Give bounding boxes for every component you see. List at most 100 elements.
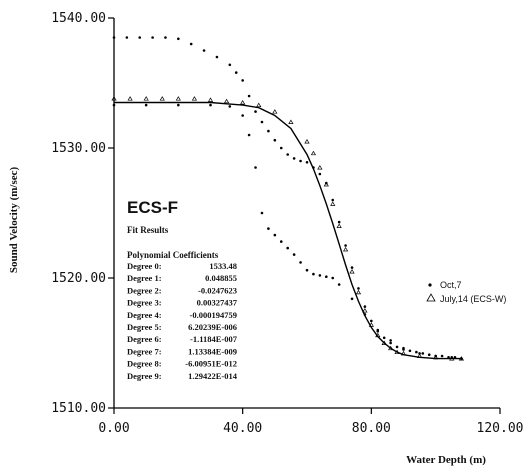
coefficient-value: 0.00327437 [197, 298, 238, 308]
series-2-point [273, 233, 277, 237]
series-0-point [286, 153, 290, 156]
series-1-point [111, 96, 117, 101]
series-2-point [434, 354, 437, 358]
series-1-point [336, 223, 342, 228]
coefficient-value: -6.00951E-012 [185, 359, 237, 369]
series-1-point [323, 181, 329, 187]
coefficient-value: 1533.48 [209, 261, 237, 271]
series-2-point [402, 346, 405, 350]
y-tick-label: 1520.00 [51, 271, 106, 286]
coefficient-value: 6.20239E-006 [188, 322, 237, 332]
chart-subtitle: Fit Results [127, 225, 169, 235]
series-0-point [241, 79, 244, 82]
data-marks [111, 36, 465, 361]
series-1-point [310, 150, 317, 156]
coefficients-heading: Polynomial Coefficients [127, 250, 219, 260]
series-1-point [342, 246, 349, 252]
coefficient-value: 0.048855 [205, 273, 237, 283]
ticks: 0.00 40.00 80.00 120.00 1510.00 1520.00 1530.0… [51, 11, 523, 436]
series-2-point [292, 253, 296, 256]
series-1-point [143, 96, 149, 101]
coefficient-label: Degree 6: [127, 334, 162, 344]
coefficient-label: Degree 2: [127, 285, 162, 295]
series-2-point [299, 261, 302, 264]
series-2-point [144, 103, 148, 107]
series-0-point [234, 71, 238, 74]
x-tick-label: 80.00 [352, 421, 391, 436]
coefficient-label: Degree 7: [127, 346, 162, 356]
chart-title: ECS-F [127, 198, 178, 217]
coefficient-value: 1.29422E-014 [188, 371, 238, 381]
y-axis-label: Sound Velocity (m/sec) [8, 166, 20, 273]
coefficient-label: Degree 5: [127, 322, 162, 332]
series-1-point [159, 96, 165, 101]
legend-label-july: July,14 (ECS-W) [440, 294, 506, 304]
series-0-point [215, 55, 219, 59]
legend-marker-oct [428, 283, 432, 287]
series-2-point [279, 240, 283, 243]
series-1-point [272, 109, 278, 114]
series-0-point [112, 36, 116, 39]
series-0-point [363, 305, 367, 308]
y-tick-label: 1530.00 [51, 141, 106, 156]
series-0-point [292, 157, 296, 160]
coefficient-value: 1.13384E-009 [188, 346, 237, 356]
legend-label-oct: Oct,7 [440, 280, 462, 290]
series-2-point [312, 272, 315, 276]
coefficient-label: Degree 8: [127, 359, 162, 369]
series-2-point [389, 339, 392, 342]
y-tick-label: 1540.00 [51, 11, 106, 26]
series-0-point [202, 49, 206, 52]
series-2-point [305, 268, 309, 272]
series-0-point [228, 63, 232, 67]
series-0-point [189, 42, 193, 46]
series-0-point [357, 287, 360, 290]
coefficient-label: Degree 0: [127, 261, 162, 271]
series-0-point [415, 350, 418, 354]
series-0-point [138, 36, 142, 39]
series-2-point [241, 114, 244, 117]
series-1-point [288, 119, 294, 124]
series-1-point [304, 139, 310, 144]
series-2-point [247, 133, 251, 137]
series-1-point [240, 100, 246, 105]
series-0-point [305, 161, 309, 164]
series-0-point [337, 220, 341, 224]
coefficients-list: Degree 0: 1533.48 Degree 1: 0.048855 Degree … [127, 261, 238, 381]
series-2-point [209, 103, 212, 107]
series-0-point [350, 266, 354, 269]
series-2-point [260, 211, 264, 215]
series-0-point [331, 198, 335, 202]
x-axis-label: Water Depth (m) [406, 454, 486, 466]
series-1-point [362, 308, 368, 313]
series-1-point [127, 96, 133, 101]
series-1-point [207, 97, 214, 102]
series-2-point [228, 105, 232, 108]
series-0-point [177, 37, 180, 41]
series-2-point [376, 328, 380, 332]
series-0-point [260, 120, 264, 124]
series-1-point [349, 269, 355, 274]
series-0-point [395, 345, 399, 349]
series-2-point [331, 276, 335, 280]
coefficient-value: -0.0247623 [198, 285, 237, 295]
series-2-point [286, 246, 290, 250]
series-2-point [177, 103, 180, 107]
series-0-point [440, 354, 444, 358]
series-0-point [421, 352, 425, 355]
series-0-point [151, 36, 154, 39]
series-2-point [418, 352, 421, 355]
series-1-point [317, 165, 323, 170]
series-0-point [247, 94, 251, 98]
series-0-point [318, 172, 322, 176]
series-1-point [256, 102, 262, 108]
coefficient-label: Degree 9: [127, 371, 162, 381]
y-tick-label: 1510.00 [51, 401, 106, 416]
series-1-point [223, 98, 230, 104]
series-2-point [112, 103, 116, 107]
series-1-point [330, 201, 336, 206]
coefficient-value: -1.1184E-007 [190, 334, 238, 344]
legend-marker-july [426, 293, 436, 302]
